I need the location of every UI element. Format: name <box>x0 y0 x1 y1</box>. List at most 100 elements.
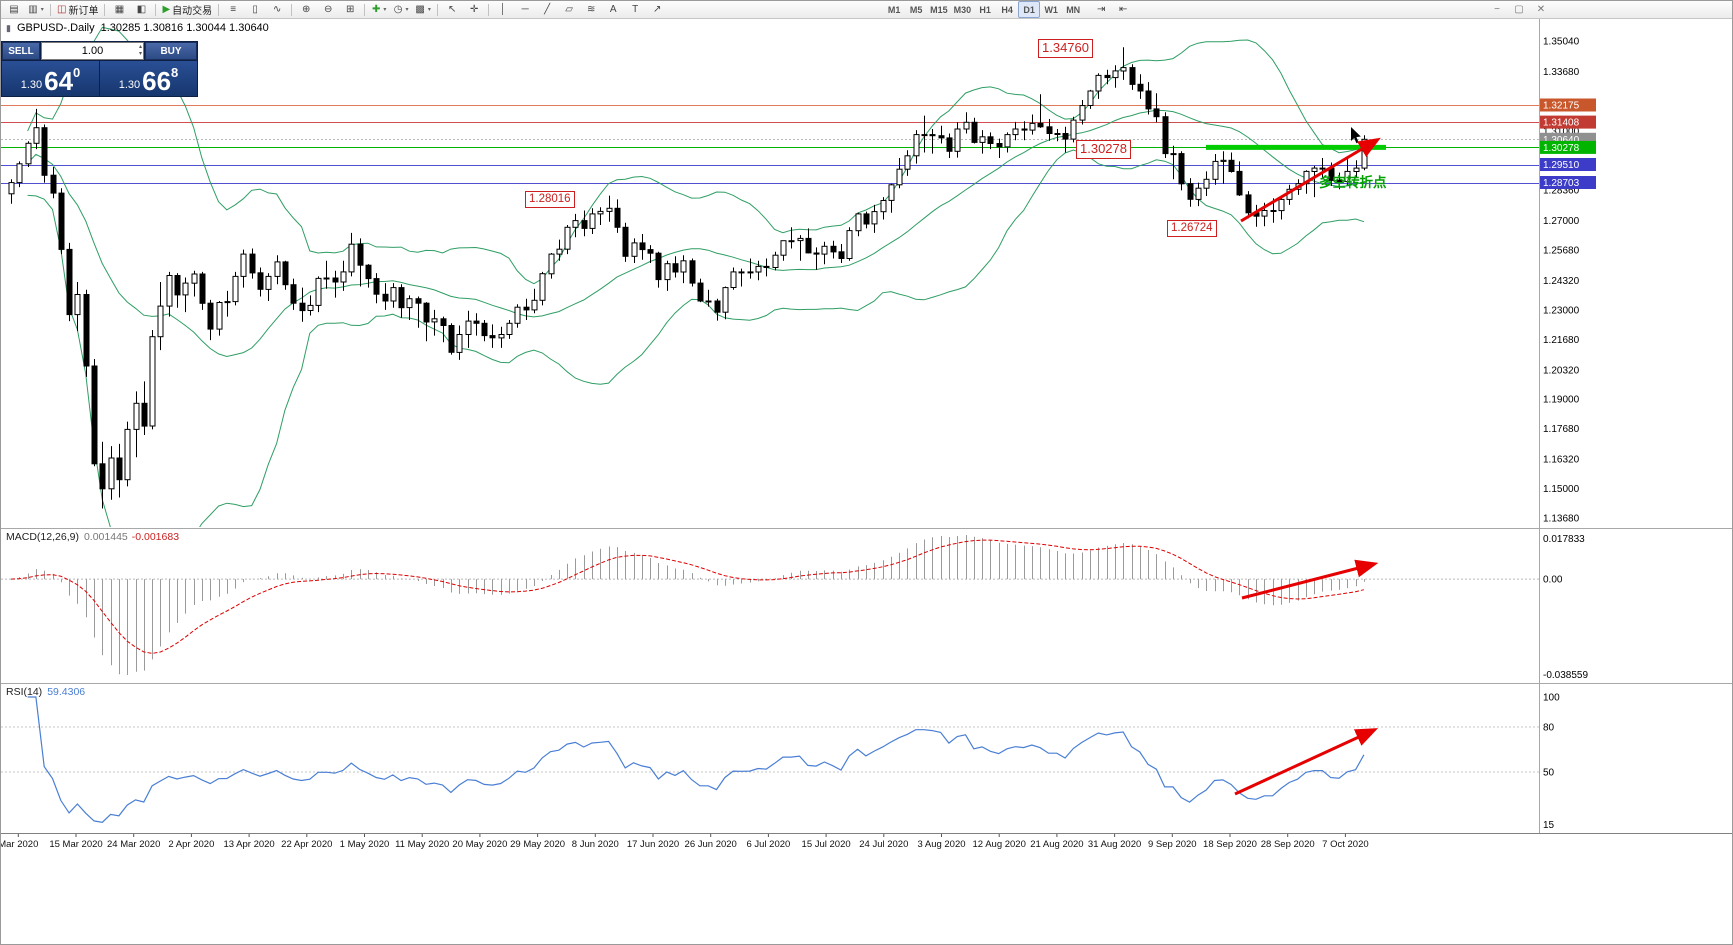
timeframe-m1[interactable]: M1 <box>887 4 901 15</box>
price-tag-box <box>1540 115 1596 129</box>
close-button[interactable]: ✕ <box>1536 4 1546 15</box>
horizontal-line-button[interactable]: ─ <box>521 4 529 15</box>
text-button[interactable]: A <box>609 4 617 15</box>
trend-arrow[interactable] <box>1241 559 1379 600</box>
rsi-line <box>27 696 1365 823</box>
price-axis-label: 1.25680 <box>1543 246 1580 257</box>
periods-button[interactable]: ◷ ▾ <box>393 4 409 15</box>
price-axis-label: 1.23000 <box>1543 305 1580 316</box>
trendline-button[interactable]: ╱ <box>544 4 551 15</box>
time-axis-label: 15 Jul 2020 <box>802 839 851 850</box>
price-axis-label: 1.33680 <box>1543 67 1580 78</box>
bollinger-bands <box>27 26 1365 527</box>
price-axis-label: 1.16320 <box>1543 455 1580 466</box>
restore-button[interactable]: ▢ <box>1514 4 1524 15</box>
price-tag-1.30278: 1.30278 <box>1543 143 1580 154</box>
mouse-cursor <box>1351 127 1361 144</box>
buy-button[interactable]: BUY <box>145 42 197 60</box>
price-axis-label: 1.31000 <box>1543 127 1580 138</box>
sell-price[interactable]: 1.30 64 0 <box>2 61 99 96</box>
navigator-button[interactable]: ◧ <box>136 4 147 15</box>
rsi-axis-label: 50 <box>1543 768 1555 779</box>
buy-price-big: 66 <box>142 66 172 97</box>
timeframe-d1[interactable]: D1 <box>1018 1 1041 18</box>
timeframe-m30[interactable]: M30 <box>953 4 972 15</box>
macd-value-signal: -0.001683 <box>131 531 180 543</box>
time-axis-label: Mar 2020 <box>1 839 38 850</box>
price-annotation[interactable]: 1.30278 <box>1076 140 1131 159</box>
time-axis-label: 28 Sep 2020 <box>1261 839 1315 850</box>
macd-header: MACD(12,26,9) 0.001445 -0.001683 <box>6 531 179 543</box>
macd-axis-label: 0.017833 <box>1543 534 1585 545</box>
vertical-line-button[interactable]: │ <box>500 4 507 15</box>
cursor-button[interactable]: ↖ <box>447 4 457 15</box>
price-tag-1.31408: 1.31408 <box>1543 118 1580 129</box>
new-chart-button[interactable]: ▤ <box>9 4 19 15</box>
price-tag-box <box>1540 176 1596 189</box>
buy-price-sup: 8 <box>171 65 179 80</box>
price-tag-box <box>1540 98 1596 112</box>
crosshair-button[interactable]: ✛ <box>469 4 479 15</box>
profiles-button[interactable]: ▥ ▾ <box>28 4 44 15</box>
trend-arrow[interactable] <box>1234 728 1379 796</box>
chart-shift-button[interactable]: ⇤ <box>1118 4 1128 15</box>
time-axis-label: 13 Apr 2020 <box>223 839 274 850</box>
macd-value-main: 0.001445 <box>83 531 128 543</box>
timeframe-switcher: M1 M5 M15 M30 H1 H4 D1 W1 MN <box>883 1 1084 18</box>
templates-button[interactable]: ▩ ▾ <box>415 4 431 15</box>
time-axis-label: 22 Apr 2020 <box>281 839 332 850</box>
indicators-button[interactable]: ✚ ▾ <box>371 4 387 15</box>
chart-title: ▮ GBPUSD-.Daily 1.30285 1.30816 1.30044 … <box>6 22 269 34</box>
price-axis-label: 1.17680 <box>1543 424 1580 435</box>
price-axis-label: 1.20320 <box>1543 365 1580 376</box>
price-axis-label: 1.24320 <box>1543 276 1580 287</box>
line-chart-button[interactable]: ∿ <box>272 4 282 15</box>
price-axis-label: 1.28360 <box>1543 186 1580 197</box>
price-annotation[interactable]: 1.34760 <box>1038 39 1093 58</box>
timeframe-h1[interactable]: H1 <box>979 4 991 15</box>
zoom-in-button[interactable]: ⊕ <box>301 4 311 15</box>
ohlc-values: 1.30285 1.30816 1.30044 1.30640 <box>100 22 269 34</box>
turning-point-note[interactable]: 多空转折点 <box>1319 175 1387 190</box>
trend-arrow[interactable] <box>1240 137 1381 223</box>
price-tag-box <box>1540 158 1596 171</box>
minimize-button[interactable]: − <box>1494 4 1500 15</box>
fibonacci-button[interactable]: ≋ <box>586 4 596 15</box>
autotrading-button[interactable]: ▶ 自动交易 <box>162 4 213 17</box>
timeframe-mn[interactable]: MN <box>1066 4 1081 15</box>
toolbar: ▤ ▥ ▾ ◫ 新订单 ▦ ◧ ▶ 自动交易 ≡ ▯ ∿ ⊕ ⊖ ⊞ ✚ ▾ ◷ ▾ ▩ ▾ ↖ ✛ │ ─ ╱ ▱ ≋ A T ↗ M1 M5… <box>1 1 1732 19</box>
candle-chart-button[interactable]: ▯ <box>252 4 258 15</box>
time-axis-label: 24 Mar 2020 <box>107 839 160 850</box>
zoom-out-button[interactable]: ⊖ <box>323 4 333 15</box>
volume-input[interactable]: 1.00 ▴ ▾ <box>41 42 144 60</box>
sell-price-sup: 0 <box>73 65 81 80</box>
volume-spinner[interactable]: ▴ ▾ <box>138 44 142 57</box>
new-order-button[interactable]: ◫ 新订单 <box>57 4 99 17</box>
auto-scroll-button[interactable]: ⇥ <box>1096 4 1106 15</box>
macd-signal-line <box>10 539 1365 654</box>
price-axis-label: 1.15000 <box>1543 484 1580 495</box>
time-axis-label: 7 Oct 2020 <box>1322 839 1368 850</box>
channel-button[interactable]: ▱ <box>565 4 573 15</box>
bar-chart-button[interactable]: ≡ <box>230 4 237 15</box>
volume-value: 1.00 <box>81 45 104 57</box>
time-axis-label: 1 May 2020 <box>340 839 390 850</box>
market-watch-button[interactable]: ▦ <box>114 4 125 15</box>
buy-price[interactable]: 1.30 66 8 <box>100 61 197 96</box>
timeframe-w1[interactable]: W1 <box>1044 4 1058 15</box>
timeframe-h4[interactable]: H4 <box>1001 4 1013 15</box>
tile-windows-button[interactable]: ⊞ <box>345 4 355 15</box>
arrow-tool-button[interactable]: ↗ <box>652 4 662 15</box>
time-axis-label: 8 Jun 2020 <box>572 839 619 850</box>
label-button[interactable]: T <box>632 4 639 15</box>
timeframe-m5[interactable]: M5 <box>909 4 923 15</box>
sell-button[interactable]: SELL <box>2 42 40 60</box>
timeframe-m15[interactable]: M15 <box>930 4 948 15</box>
rsi-value: 59.4306 <box>47 686 86 698</box>
price-tag-box <box>1540 140 1596 154</box>
price-annotation[interactable]: 1.28016 <box>525 191 575 208</box>
time-axis-label: 18 Sep 2020 <box>1203 839 1257 850</box>
price-annotation[interactable]: 1.26724 <box>1167 220 1217 237</box>
